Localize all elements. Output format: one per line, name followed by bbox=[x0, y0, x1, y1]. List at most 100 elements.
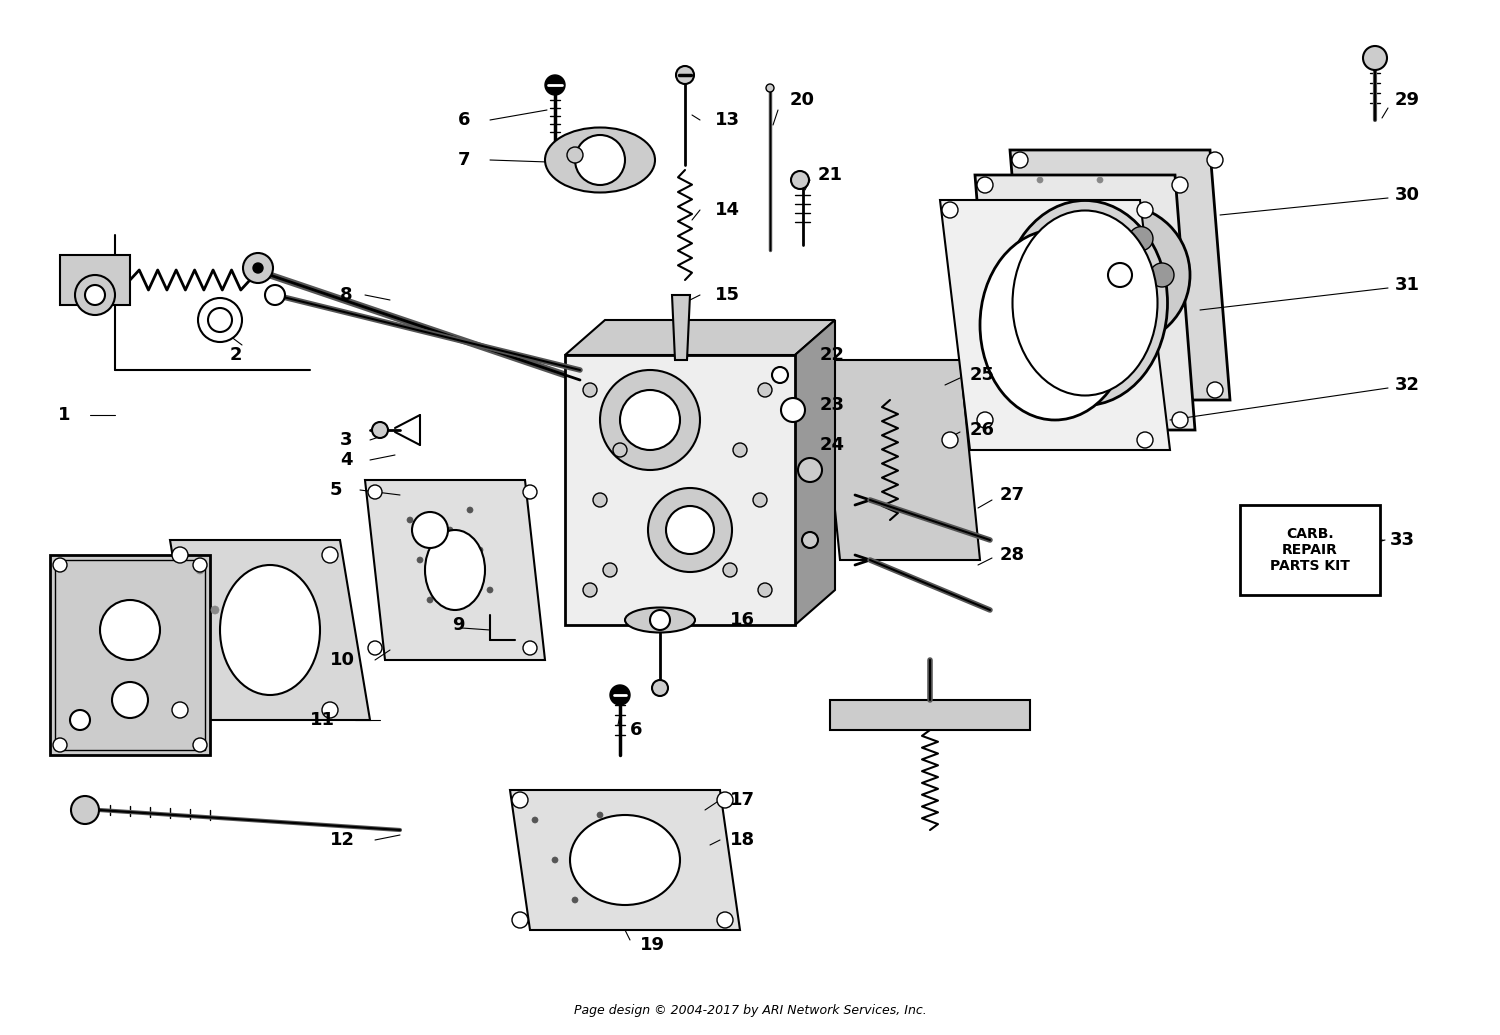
Circle shape bbox=[1096, 177, 1102, 183]
Text: 3: 3 bbox=[340, 431, 352, 449]
Bar bbox=[50, 555, 210, 755]
Circle shape bbox=[296, 586, 304, 594]
Text: 19: 19 bbox=[640, 936, 664, 954]
Text: 6: 6 bbox=[630, 721, 642, 739]
Circle shape bbox=[1066, 263, 1090, 287]
Circle shape bbox=[723, 563, 736, 576]
Circle shape bbox=[976, 177, 993, 193]
Text: 17: 17 bbox=[730, 791, 754, 809]
Text: 31: 31 bbox=[1395, 276, 1420, 294]
Circle shape bbox=[447, 527, 453, 533]
Circle shape bbox=[211, 607, 219, 614]
Text: CARB.
REPAIR
PARTS KIT: CARB. REPAIR PARTS KIT bbox=[1270, 527, 1350, 573]
Text: 13: 13 bbox=[716, 111, 740, 129]
Text: 14: 14 bbox=[716, 201, 740, 219]
Circle shape bbox=[427, 597, 433, 603]
Circle shape bbox=[567, 147, 584, 162]
Text: 4: 4 bbox=[340, 451, 352, 469]
Ellipse shape bbox=[626, 608, 694, 632]
Polygon shape bbox=[170, 540, 370, 720]
Polygon shape bbox=[795, 320, 836, 625]
Circle shape bbox=[1130, 299, 1154, 323]
Circle shape bbox=[198, 298, 242, 342]
Circle shape bbox=[758, 583, 772, 597]
Ellipse shape bbox=[220, 565, 320, 694]
Circle shape bbox=[368, 485, 382, 499]
Circle shape bbox=[652, 680, 668, 696]
Circle shape bbox=[417, 557, 423, 563]
Circle shape bbox=[372, 422, 388, 438]
Text: 9: 9 bbox=[452, 616, 465, 634]
Polygon shape bbox=[1010, 150, 1230, 400]
Circle shape bbox=[790, 171, 808, 189]
Text: Page design © 2004-2017 by ARI Network Services, Inc.: Page design © 2004-2017 by ARI Network S… bbox=[573, 1004, 927, 1017]
Circle shape bbox=[194, 558, 207, 572]
Text: 20: 20 bbox=[790, 91, 814, 109]
Text: 32: 32 bbox=[1395, 376, 1420, 394]
Bar bbox=[56, 560, 206, 750]
Text: 15: 15 bbox=[716, 286, 740, 304]
Circle shape bbox=[1150, 263, 1174, 287]
Bar bbox=[830, 700, 1030, 730]
Circle shape bbox=[1137, 257, 1143, 263]
Circle shape bbox=[226, 646, 234, 654]
Text: 2: 2 bbox=[230, 346, 243, 364]
Circle shape bbox=[772, 367, 788, 383]
Circle shape bbox=[766, 84, 774, 92]
Circle shape bbox=[717, 792, 734, 808]
Circle shape bbox=[616, 852, 622, 858]
Circle shape bbox=[610, 685, 630, 705]
Text: 18: 18 bbox=[730, 831, 754, 849]
Circle shape bbox=[254, 263, 262, 273]
Circle shape bbox=[584, 383, 597, 397]
Circle shape bbox=[600, 369, 700, 470]
Circle shape bbox=[1058, 217, 1064, 223]
Text: 7: 7 bbox=[458, 151, 471, 169]
Polygon shape bbox=[975, 175, 1196, 430]
Text: 11: 11 bbox=[310, 711, 334, 729]
Circle shape bbox=[614, 443, 627, 457]
Circle shape bbox=[112, 682, 148, 718]
Circle shape bbox=[802, 532, 818, 548]
Polygon shape bbox=[821, 360, 980, 560]
Circle shape bbox=[322, 548, 338, 563]
Text: 1: 1 bbox=[58, 406, 70, 424]
Circle shape bbox=[406, 518, 412, 523]
Polygon shape bbox=[940, 200, 1170, 450]
Circle shape bbox=[172, 702, 188, 718]
Circle shape bbox=[172, 548, 188, 563]
Text: 5: 5 bbox=[330, 481, 342, 499]
Circle shape bbox=[1013, 152, 1028, 168]
Circle shape bbox=[322, 702, 338, 718]
Circle shape bbox=[1036, 177, 1042, 183]
Circle shape bbox=[1088, 227, 1112, 250]
Text: 33: 33 bbox=[1390, 531, 1414, 549]
Circle shape bbox=[572, 897, 578, 903]
Circle shape bbox=[246, 576, 254, 584]
Circle shape bbox=[584, 583, 597, 597]
Circle shape bbox=[1137, 202, 1154, 218]
Circle shape bbox=[86, 285, 105, 305]
Circle shape bbox=[266, 285, 285, 305]
Text: 22: 22 bbox=[821, 346, 844, 364]
Circle shape bbox=[243, 253, 273, 283]
Text: 26: 26 bbox=[970, 421, 994, 439]
Text: 6: 6 bbox=[458, 111, 471, 129]
Circle shape bbox=[1208, 152, 1222, 168]
Circle shape bbox=[524, 641, 537, 655]
Circle shape bbox=[477, 548, 483, 553]
Circle shape bbox=[75, 275, 116, 315]
Circle shape bbox=[1077, 257, 1083, 263]
Circle shape bbox=[1126, 377, 1132, 383]
Circle shape bbox=[758, 383, 772, 397]
Circle shape bbox=[524, 485, 537, 499]
Text: 24: 24 bbox=[821, 436, 844, 454]
Circle shape bbox=[620, 390, 680, 450]
Text: 10: 10 bbox=[330, 651, 356, 669]
Circle shape bbox=[574, 135, 626, 185]
Circle shape bbox=[1208, 382, 1222, 398]
Text: 8: 8 bbox=[340, 286, 352, 304]
Circle shape bbox=[196, 566, 204, 574]
Text: 23: 23 bbox=[821, 396, 844, 414]
Circle shape bbox=[1066, 337, 1072, 343]
